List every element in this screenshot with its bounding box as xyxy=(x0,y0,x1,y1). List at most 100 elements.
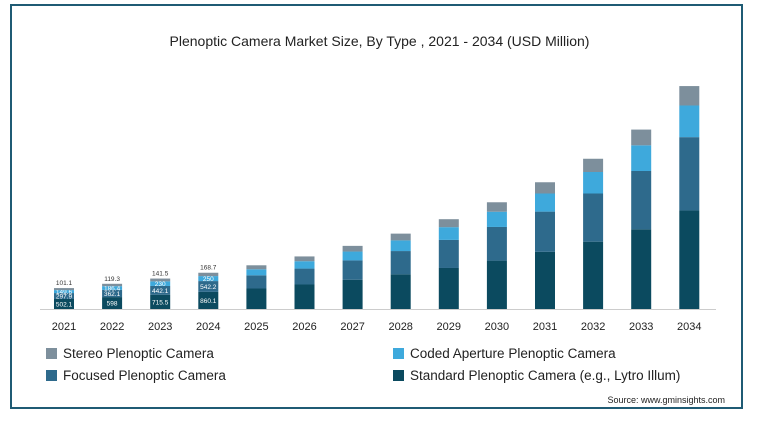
bar-segment-2032-1 xyxy=(583,193,604,242)
bar-segment-2029-0 xyxy=(438,267,459,309)
bar-segment-2029-2 xyxy=(438,227,459,240)
source-note: Source: www.gminsights.com xyxy=(607,395,725,405)
bar-segment-2024-3 xyxy=(198,272,219,277)
legend-label-coded: Coded Aperture Plenoptic Camera xyxy=(410,346,616,361)
data-label-2024-2: 250 xyxy=(203,276,214,283)
x-tick-label-2031: 2031 xyxy=(533,321,557,333)
data-label-2023-3: 141.5 xyxy=(152,271,169,278)
bar-segment-2024-0 xyxy=(198,291,219,309)
bar-segment-2028-2 xyxy=(390,240,411,252)
x-tick-label-2033: 2033 xyxy=(629,321,653,333)
data-label-2024-1: 542.2 xyxy=(200,284,217,291)
x-tick-label-2024: 2024 xyxy=(196,321,220,333)
bar-segment-2032-3 xyxy=(583,158,604,172)
chart-frame xyxy=(10,4,743,409)
legend-item-stereo: Stereo Plenoptic Camera xyxy=(46,346,214,361)
chart-title: Plenoptic Camera Market Size, By Type , … xyxy=(169,33,590,49)
bar-segment-2029-3 xyxy=(438,219,459,228)
bar-segment-2025-2 xyxy=(246,269,267,276)
bar-segment-2025-3 xyxy=(246,265,267,270)
data-label-2021-1: 297.9 xyxy=(56,294,73,301)
bar-segment-2023-3 xyxy=(150,278,171,282)
bar-segment-2022-2 xyxy=(102,286,123,290)
x-tick-label-2023: 2023 xyxy=(148,321,172,333)
data-label-2024-0: 860.1 xyxy=(200,298,217,305)
bar-segment-2031-1 xyxy=(535,211,555,252)
legend-swatch-standard xyxy=(393,370,404,381)
x-tick-label-2022: 2022 xyxy=(100,321,124,333)
bar-segment-2027-1 xyxy=(342,260,363,280)
bar-segment-2022-1 xyxy=(102,289,123,298)
x-tick-label-2029: 2029 xyxy=(437,321,461,333)
legend-swatch-focused xyxy=(46,370,57,381)
bar-segment-2032-0 xyxy=(583,241,604,309)
data-label-2021-3: 101.1 xyxy=(56,280,73,287)
bar-segment-2033-2 xyxy=(631,145,652,172)
bar-segment-2028-0 xyxy=(390,274,411,309)
bar-segment-2023-2 xyxy=(150,281,171,286)
bar-segment-2030-3 xyxy=(486,202,507,212)
legend-item-coded: Coded Aperture Plenoptic Camera xyxy=(393,346,616,361)
data-label-2022-2: 186.4 xyxy=(104,286,121,293)
bar-segment-2034-3 xyxy=(679,86,700,106)
bar-segment-2024-1 xyxy=(198,281,219,292)
bar-segment-2025-1 xyxy=(246,275,267,289)
bar-segment-2027-2 xyxy=(342,251,363,261)
legend-swatch-stereo xyxy=(46,348,57,359)
bar-segment-2021-3 xyxy=(54,288,74,291)
legend-label-stereo: Stereo Plenoptic Camera xyxy=(63,346,214,361)
bar-segment-2024-2 xyxy=(198,276,219,282)
bar-segment-2027-0 xyxy=(342,279,363,309)
bar-segment-2034-2 xyxy=(679,105,700,138)
data-label-2021-2: 149.6 xyxy=(56,289,73,296)
x-tick-label-2032: 2032 xyxy=(581,321,605,333)
bar-segment-2030-2 xyxy=(486,211,507,227)
bar-segment-2033-1 xyxy=(631,171,652,230)
bar-segment-2033-3 xyxy=(631,129,652,146)
x-tick-label-2034: 2034 xyxy=(677,321,701,333)
legend-item-standard: Standard Plenoptic Camera (e.g., Lytro I… xyxy=(393,368,680,383)
legend-swatch-coded xyxy=(393,348,404,359)
x-tick-label-2025: 2025 xyxy=(244,321,268,333)
bar-segment-2026-0 xyxy=(294,284,315,309)
x-tick-label-2021: 2021 xyxy=(52,321,76,333)
bar-segment-2023-1 xyxy=(150,285,171,295)
bar-segment-2026-2 xyxy=(294,261,315,269)
x-tick-label-2026: 2026 xyxy=(292,321,316,333)
bar-segment-2021-2 xyxy=(54,290,74,294)
bar-segment-2034-0 xyxy=(679,210,700,309)
bar-segment-2031-0 xyxy=(535,251,555,309)
x-tick-label-2030: 2030 xyxy=(485,321,509,333)
data-label-2022-1: 362.1 xyxy=(104,291,121,298)
data-label-2024-3: 168.7 xyxy=(200,265,217,272)
legend-label-focused: Focused Plenoptic Camera xyxy=(63,368,226,383)
x-tick-label-2028: 2028 xyxy=(388,321,412,333)
bar-segment-2029-1 xyxy=(438,239,459,268)
bar-segment-2033-0 xyxy=(631,229,652,309)
bar-segment-2021-0 xyxy=(54,299,74,309)
bar-segment-2032-2 xyxy=(583,171,604,194)
legend-label-standard: Standard Plenoptic Camera (e.g., Lytro I… xyxy=(410,368,681,383)
data-label-2023-2: 230 xyxy=(155,281,166,288)
data-label-2023-1: 442.1 xyxy=(152,288,169,295)
bar-segment-2026-3 xyxy=(294,256,315,262)
bar-segment-2022-0 xyxy=(102,297,123,309)
bar-segment-2027-3 xyxy=(342,245,363,252)
bar-segment-2021-1 xyxy=(54,293,74,300)
bar-segment-2028-3 xyxy=(390,233,411,241)
bar-segment-2030-0 xyxy=(486,260,507,309)
data-label-2022-3: 119.3 xyxy=(104,276,120,283)
legend-item-focused: Focused Plenoptic Camera xyxy=(46,368,226,383)
data-label-2021-0: 502.1 xyxy=(56,302,73,309)
bar-segment-2023-0 xyxy=(150,294,171,309)
x-tick-label-2027: 2027 xyxy=(340,321,364,333)
data-label-2023-0: 715.5 xyxy=(152,299,169,306)
data-label-2022-0: 598 xyxy=(107,301,118,308)
bar-segment-2030-1 xyxy=(486,226,507,261)
bar-segment-2022-3 xyxy=(102,283,123,287)
bar-segment-2031-3 xyxy=(535,182,555,194)
bar-segment-2031-2 xyxy=(535,193,555,212)
bar-segment-2028-1 xyxy=(390,251,411,275)
bar-segment-2026-1 xyxy=(294,268,315,285)
